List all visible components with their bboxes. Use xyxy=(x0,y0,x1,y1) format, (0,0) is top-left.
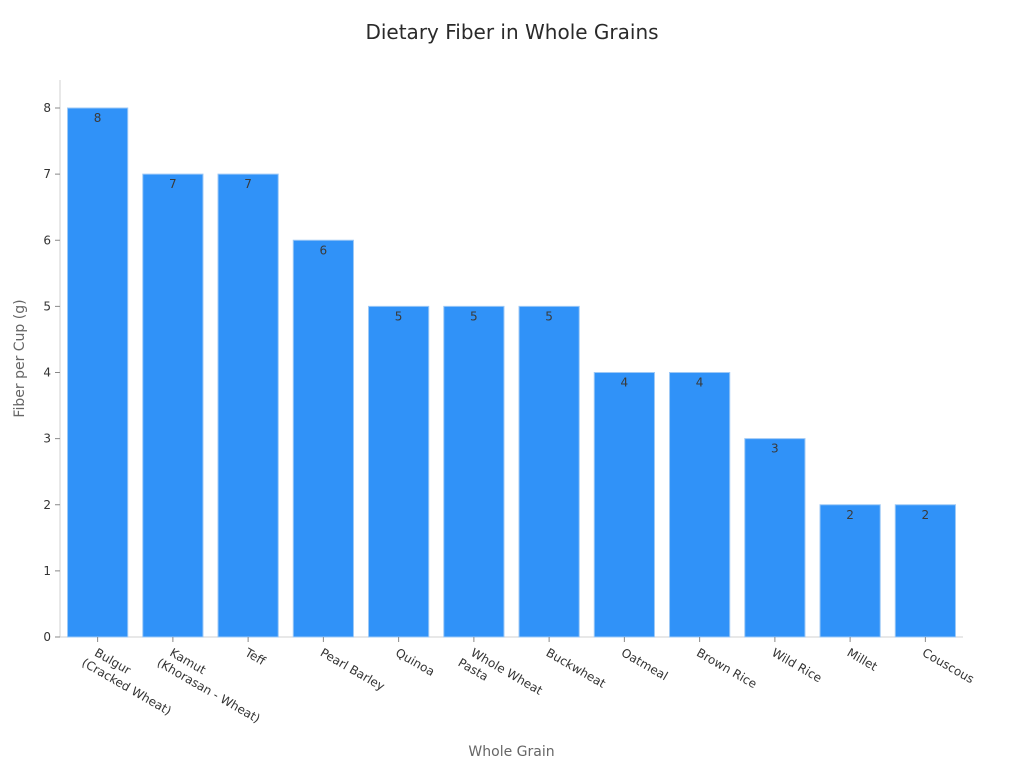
y-tick-label: 4 xyxy=(43,366,51,380)
y-tick-label: 2 xyxy=(43,498,51,512)
x-tick-label: Oatmeal xyxy=(619,645,670,683)
bar xyxy=(217,173,279,638)
bar-value-label: 2 xyxy=(922,508,930,522)
bar-value-label: 2 xyxy=(846,508,854,522)
x-axis-title: Whole Grain xyxy=(468,744,554,760)
bar xyxy=(593,372,655,638)
bar-value-label: 5 xyxy=(545,309,553,323)
bar-value-label: 7 xyxy=(244,177,252,191)
y-tick-label: 3 xyxy=(43,432,51,446)
bar-value-label: 5 xyxy=(470,309,478,323)
bar xyxy=(142,173,204,638)
bar-value-label: 6 xyxy=(320,243,328,257)
x-tick-label: Bulgur(Cracked Wheat) xyxy=(79,642,181,718)
y-tick-label: 7 xyxy=(43,167,51,181)
bar xyxy=(744,438,806,638)
x-tick-label: Pearl Barley xyxy=(318,645,387,693)
y-axis-title: Fiber per Cup (g) xyxy=(12,299,28,417)
bar xyxy=(894,504,956,638)
x-tick-label: Teff xyxy=(242,645,269,668)
y-tick-label: 1 xyxy=(43,564,51,578)
bar-value-label: 7 xyxy=(169,177,177,191)
y-tick-label: 5 xyxy=(43,299,51,313)
bar xyxy=(443,305,505,638)
x-tick-label: Brown Rice xyxy=(694,645,759,691)
x-tick-label: Couscous xyxy=(920,645,977,686)
chart-title: Dietary Fiber in Whole Grains xyxy=(365,20,659,44)
bar-value-label: 4 xyxy=(696,376,704,390)
bar-value-label: 5 xyxy=(395,309,403,323)
y-tick-label: 8 xyxy=(43,101,51,115)
bar xyxy=(67,107,129,638)
bar xyxy=(292,239,354,638)
bar-value-label: 4 xyxy=(621,376,629,390)
bar xyxy=(669,372,731,638)
y-tick-label: 6 xyxy=(43,233,51,247)
x-tick-label: Wild Rice xyxy=(769,645,824,685)
x-tick-label: Millet xyxy=(845,645,880,673)
bar xyxy=(368,305,430,638)
x-tick-label: Quinoa xyxy=(393,645,437,678)
y-tick-label: 0 xyxy=(43,630,51,644)
bar xyxy=(819,504,881,638)
x-tick-label: Whole WheatPasta xyxy=(456,642,545,710)
x-tick-label: Buckwheat xyxy=(544,645,609,690)
bar xyxy=(518,305,580,638)
bar-value-label: 3 xyxy=(771,442,779,456)
bar-value-label: 8 xyxy=(94,111,102,125)
